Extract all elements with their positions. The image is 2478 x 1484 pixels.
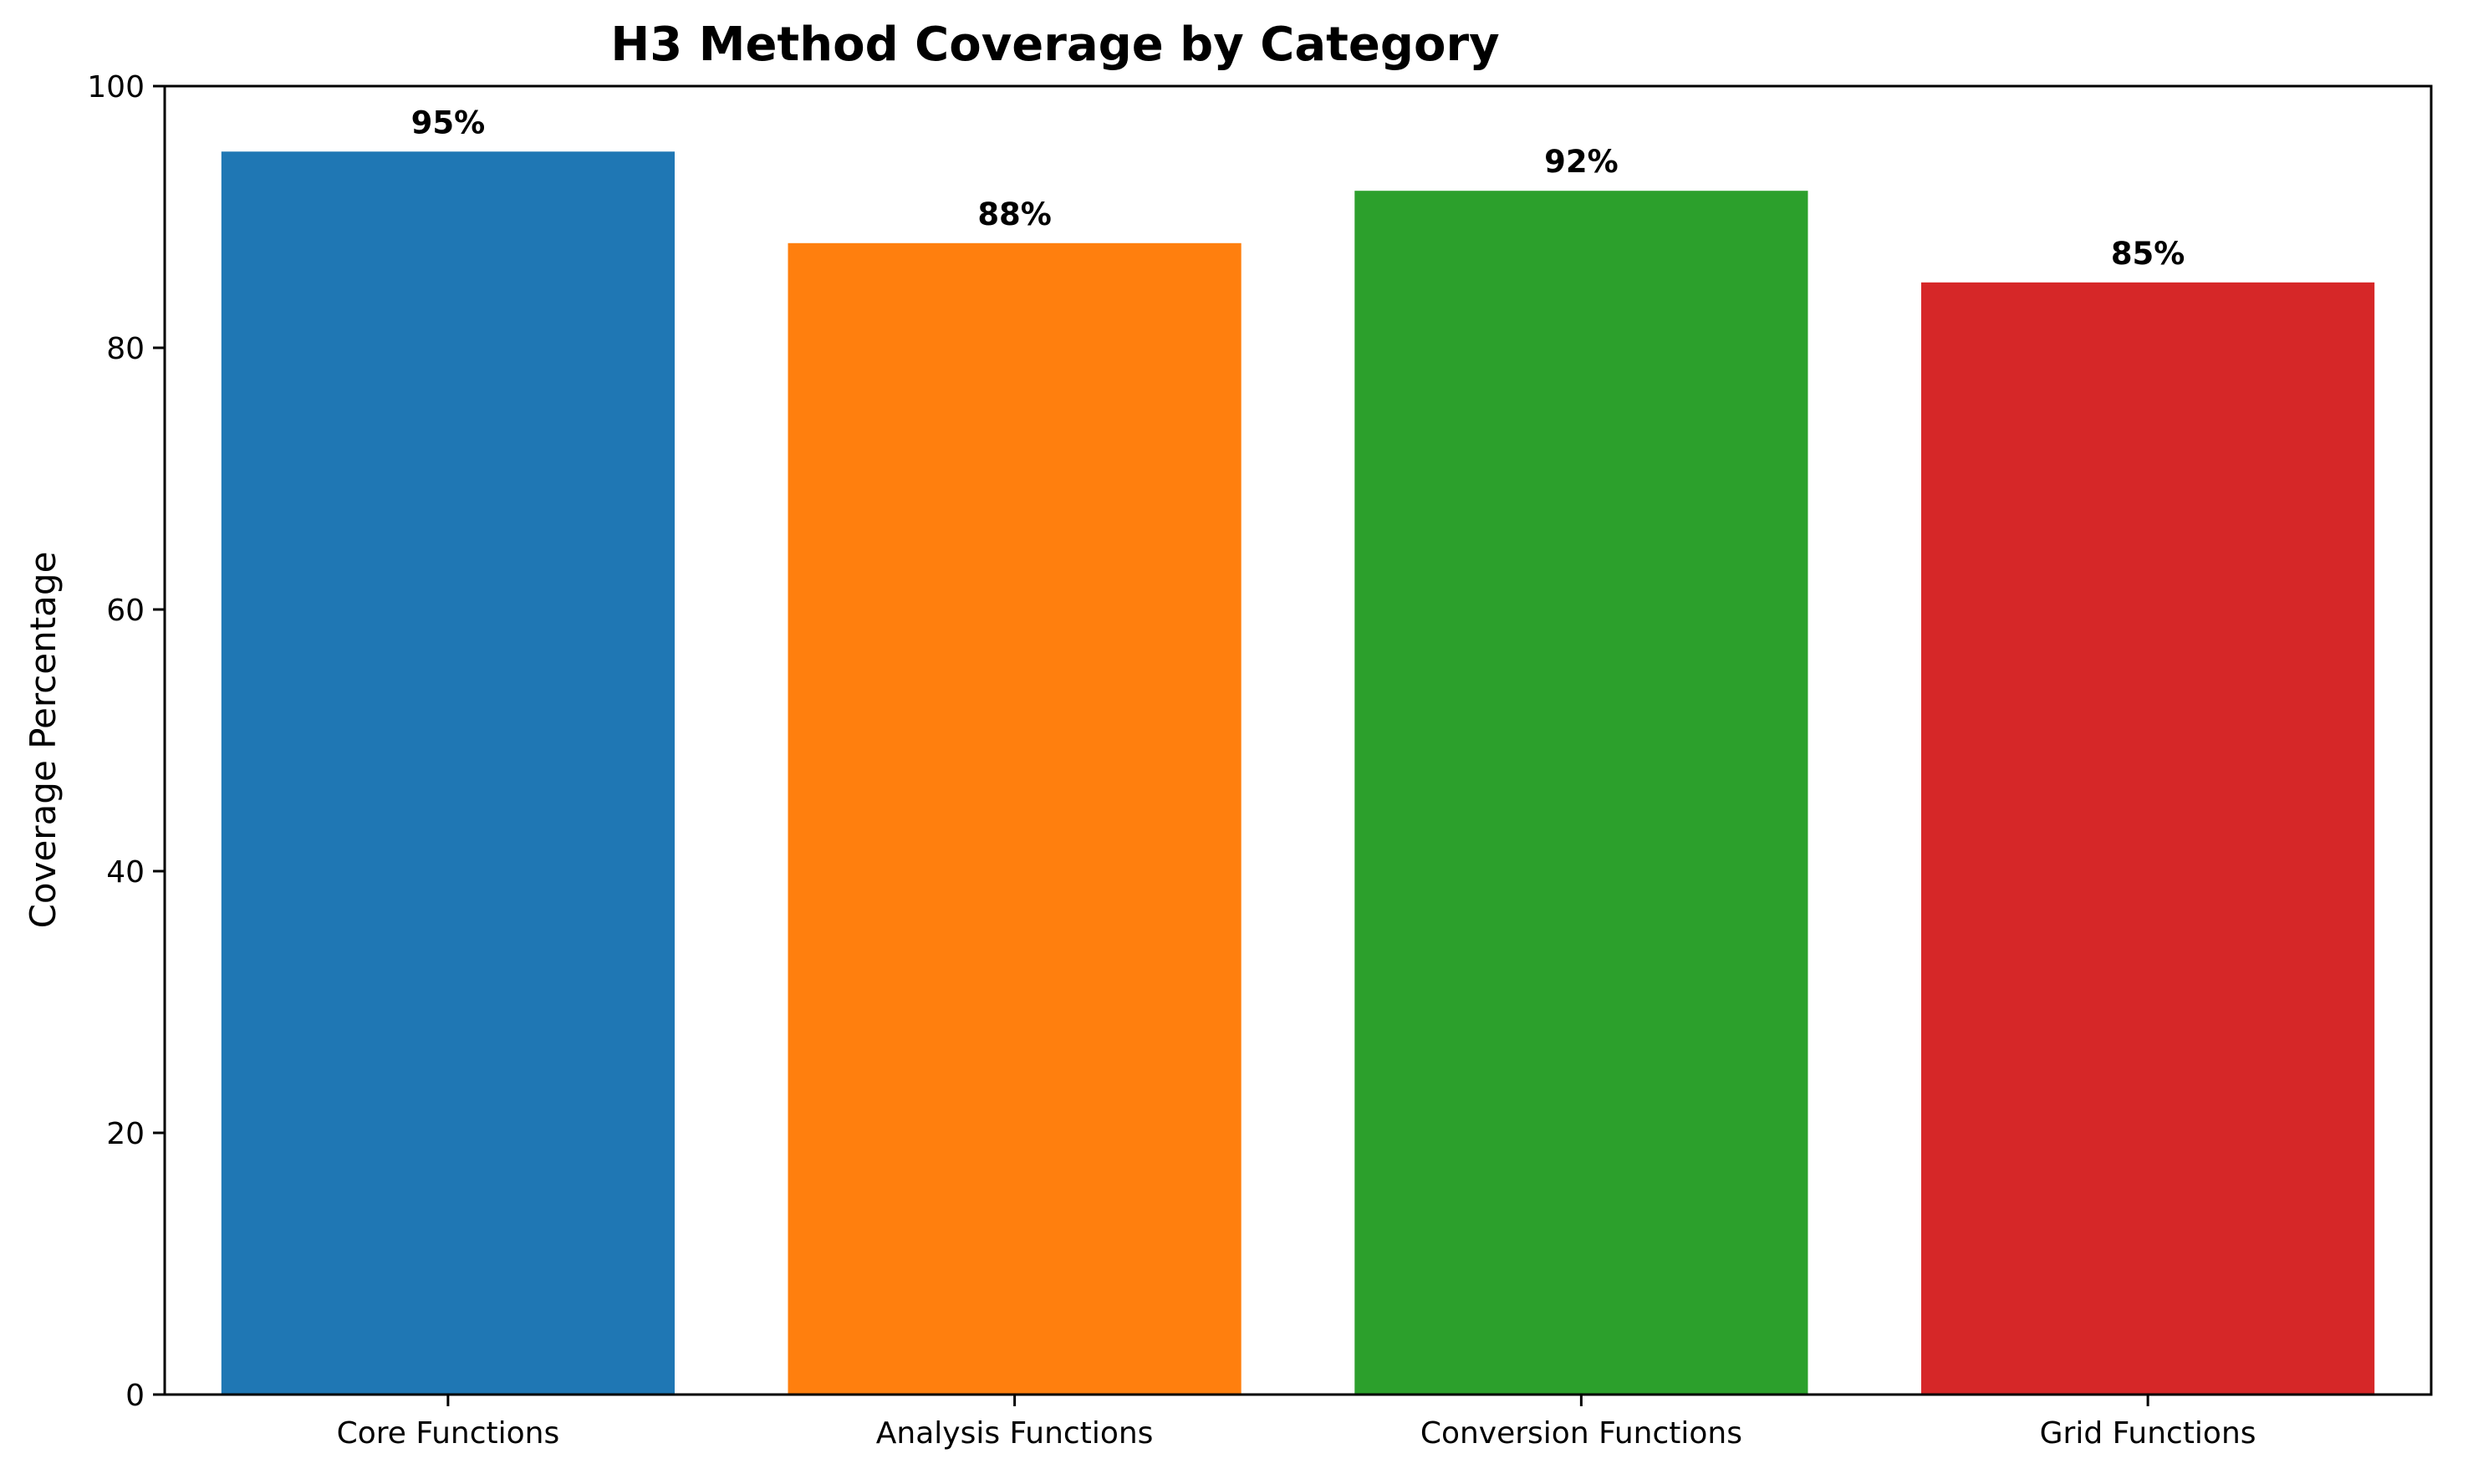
x-tick-label-2: Analysis Functions [876,1416,1154,1451]
y-tick-label-1: 0 [125,1379,145,1413]
y-tick-label-6: 100 [87,70,145,105]
data-label-3: 92% [1544,144,1619,180]
bar-2 [788,242,1242,1395]
y-tick-label-4: 60 [106,594,145,628]
y-tick-label-3: 40 [106,855,145,890]
y-tick-label-2: 20 [106,1117,145,1151]
x-tick-label-3: Conversion Functions [1420,1416,1742,1451]
data-label-4: 85% [2111,236,2185,272]
axes-frame [163,84,2433,1396]
y-axis-label: Coverage Percentage [23,552,64,929]
plot-area: 95% 88% 92% 85% 0 20 40 60 80 100 Core Functions An… [87,70,2433,1451]
data-label-2: 88% [977,196,1052,232]
x-tick-label-1: Core Functions [337,1416,560,1451]
chart-title: H3 Method Coverage by Category [610,18,1499,72]
bar-1 [221,151,675,1395]
x-tick-label-4: Grid Functions [2040,1416,2256,1451]
bar-3 [1354,191,1808,1395]
y-tick-label-5: 80 [106,332,145,366]
data-label-1: 95% [411,105,486,140]
bar-4 [1921,282,2375,1395]
